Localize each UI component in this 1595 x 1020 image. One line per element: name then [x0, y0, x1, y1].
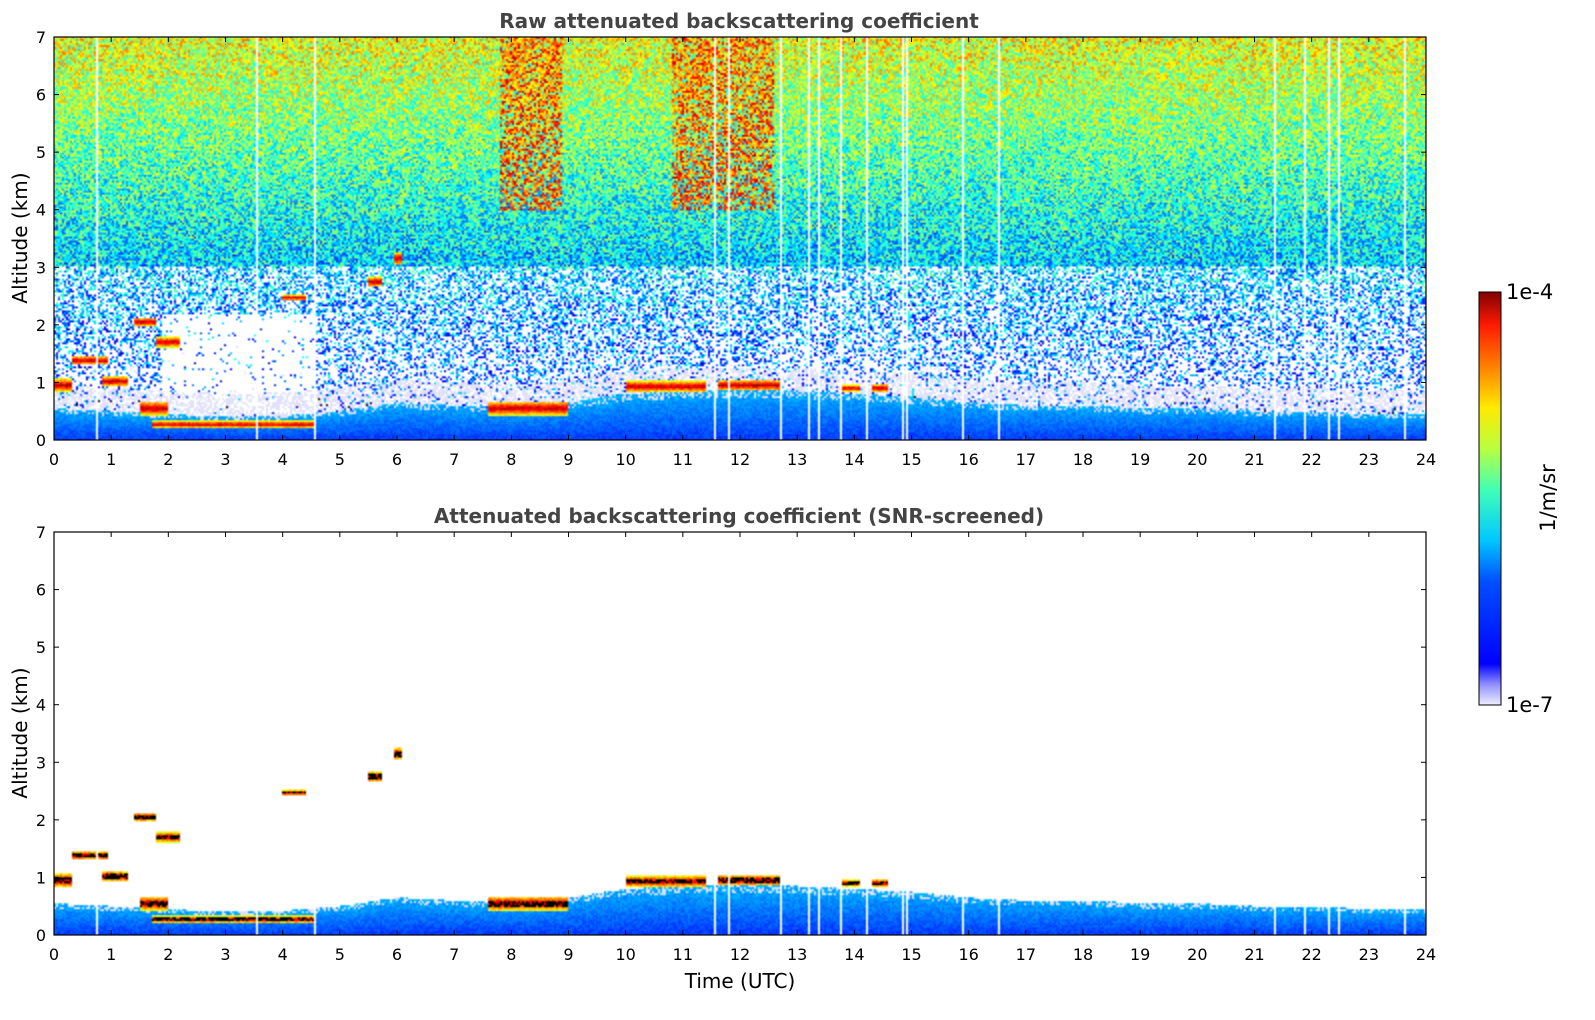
y-axis-ticks: 0 1 2 3 4 5 6 7	[36, 523, 1426, 945]
x-tick-label: 7	[449, 945, 459, 964]
x-tick-label: 2	[163, 450, 173, 469]
panel-title: Raw attenuated backscattering coefficien…	[499, 9, 979, 33]
x-tick-label: 15	[901, 450, 921, 469]
x-axis-ticks: 0 1 2 3 4 5 6 7 8 9 10 11 12 13 14 15 16 17 18 19 20 21 22 23 24	[49, 532, 1436, 964]
x-tick-label: 11	[673, 945, 693, 964]
x-tick-label: 23	[1359, 945, 1379, 964]
x-tick-label: 10	[615, 450, 635, 469]
y-tick-label: 6	[36, 581, 46, 600]
panel-raw: Raw attenuated backscattering coefficien…	[8, 9, 1436, 469]
x-tick-label: 1	[106, 945, 116, 964]
colorbar: 1e-4 1e-7 1/m/sr	[1478, 280, 1560, 717]
x-tick-label: 10	[615, 945, 635, 964]
y-tick-label: 2	[36, 811, 46, 830]
x-tick-label: 4	[278, 450, 288, 469]
x-tick-label: 17	[1016, 945, 1036, 964]
x-tick-label: 3	[220, 450, 230, 469]
y-tick-label: 2	[36, 316, 46, 335]
x-tick-label: 0	[49, 945, 59, 964]
x-tick-label: 9	[563, 450, 573, 469]
y-tick-label: 4	[36, 201, 46, 220]
x-tick-label: 20	[1187, 945, 1207, 964]
x-tick-label: 5	[335, 945, 345, 964]
backscatter-heatmap	[54, 37, 1426, 440]
x-tick-label: 24	[1416, 450, 1436, 469]
x-tick-label: 21	[1244, 450, 1264, 469]
x-tick-label: 1	[106, 450, 116, 469]
x-tick-label: 3	[220, 945, 230, 964]
x-tick-label: 19	[1130, 450, 1150, 469]
x-tick-label: 18	[1073, 945, 1093, 964]
x-tick-label: 5	[335, 450, 345, 469]
x-tick-label: 15	[901, 945, 921, 964]
x-axis-ticks: 0 1 2 3 4 5 6 7 8 9 10 11 12 13 14 15 16 17 18 19 20 21 22 23 24	[49, 37, 1436, 469]
x-tick-label: 13	[787, 450, 807, 469]
x-tick-label: 4	[278, 945, 288, 964]
y-tick-label: 5	[36, 638, 46, 657]
x-tick-label: 12	[730, 450, 750, 469]
x-axis-label: Time (UTC)	[684, 969, 796, 993]
x-tick-label: 0	[49, 450, 59, 469]
x-tick-label: 2	[163, 945, 173, 964]
panel-title: Attenuated backscattering coefficient (S…	[434, 504, 1044, 528]
x-tick-label: 6	[392, 450, 402, 469]
x-tick-label: 16	[958, 945, 978, 964]
y-tick-label: 1	[36, 868, 46, 887]
backscatter-heatmap	[54, 532, 1426, 935]
x-tick-label: 16	[958, 450, 978, 469]
y-axis-ticks: 0 1 2 3 4 5 6 7	[36, 28, 1426, 450]
x-tick-label: 18	[1073, 450, 1093, 469]
x-tick-label: 12	[730, 945, 750, 964]
colorbar-bar	[1478, 291, 1502, 706]
x-tick-label: 11	[673, 450, 693, 469]
y-tick-label: 3	[36, 753, 46, 772]
x-tick-label: 8	[506, 450, 516, 469]
x-tick-label: 24	[1416, 945, 1436, 964]
y-tick-label: 4	[36, 696, 46, 715]
y-tick-label: 7	[36, 28, 46, 47]
x-tick-label: 9	[563, 945, 573, 964]
y-tick-label: 0	[36, 431, 46, 450]
x-tick-label: 13	[787, 945, 807, 964]
x-tick-label: 22	[1301, 945, 1321, 964]
x-tick-label: 17	[1016, 450, 1036, 469]
y-axis-label: Altitude (km)	[8, 667, 32, 798]
y-tick-label: 7	[36, 523, 46, 542]
y-axis-label: Altitude (km)	[8, 172, 32, 303]
x-tick-label: 8	[506, 945, 516, 964]
x-tick-label: 6	[392, 945, 402, 964]
x-tick-label: 14	[844, 450, 864, 469]
x-tick-label: 21	[1244, 945, 1264, 964]
y-tick-label: 1	[36, 373, 46, 392]
colorbar-unit-label: 1/m/sr	[1536, 464, 1560, 532]
y-tick-label: 0	[36, 926, 46, 945]
x-tick-label: 14	[844, 945, 864, 964]
x-tick-label: 19	[1130, 945, 1150, 964]
panel-snr-screened: Attenuated backscattering coefficient (S…	[8, 504, 1436, 993]
x-tick-label: 22	[1301, 450, 1321, 469]
x-tick-label: 7	[449, 450, 459, 469]
x-tick-label: 20	[1187, 450, 1207, 469]
y-tick-label: 6	[36, 86, 46, 105]
colorbar-max-label: 1e-4	[1506, 280, 1553, 304]
y-tick-label: 5	[36, 143, 46, 162]
y-tick-label: 3	[36, 258, 46, 277]
x-tick-label: 23	[1359, 450, 1379, 469]
colorbar-min-label: 1e-7	[1506, 693, 1553, 717]
